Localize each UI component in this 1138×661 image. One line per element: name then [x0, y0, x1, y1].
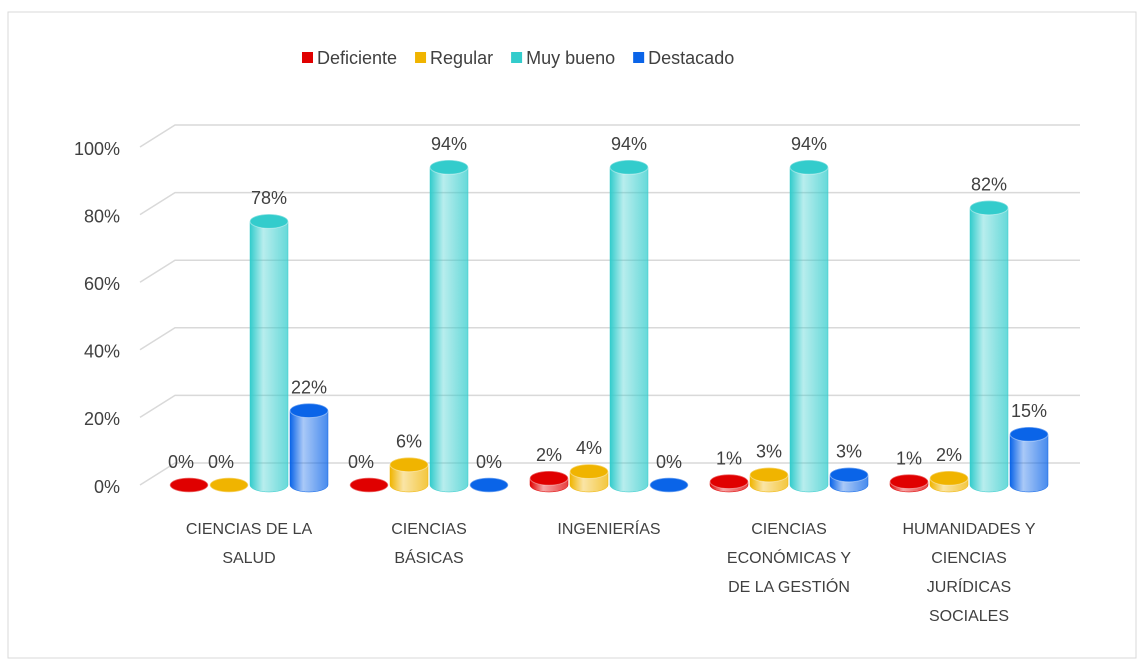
bar: [249, 214, 289, 493]
data-label: 6%: [396, 431, 422, 451]
legend-swatch: [633, 52, 645, 63]
bar-top: [209, 477, 249, 493]
x-tick-label-box: INGENIERÍAS: [557, 521, 661, 538]
x-tick-label-box: HUMANIDADES Y CIENCIAS JURÍDICAS SOCIALE…: [902, 521, 1036, 625]
data-label: 0%: [168, 452, 194, 472]
legend-label: Regular: [430, 48, 493, 68]
bar-top: [1009, 426, 1049, 442]
y-tick-label: 40%: [84, 342, 120, 362]
bar-top: [789, 159, 829, 175]
bar-top: [969, 200, 1009, 216]
legend-swatch: [415, 52, 427, 63]
legend-swatch: [302, 52, 313, 63]
bar-top: [249, 213, 289, 229]
x-tick-label: CIENCIAS ECONÓMICAS Y DE LA GESTIÓN: [726, 521, 852, 596]
bar: [429, 160, 469, 493]
bar-top: [569, 463, 609, 479]
data-label: 82%: [971, 175, 1007, 195]
data-label: 4%: [576, 438, 602, 458]
grid-line: [139, 394, 1080, 419]
bar-top: [649, 477, 689, 493]
data-label: 0%: [348, 452, 374, 472]
chart-frame: [7, 11, 1137, 659]
data-label: 3%: [756, 442, 782, 462]
data-label: 2%: [936, 445, 962, 465]
x-tick-label: CIENCIAS BÁSICAS: [391, 521, 467, 567]
bar-top: [929, 470, 969, 486]
legend-label: Destacado: [648, 48, 734, 68]
y-tick-label: 60%: [84, 274, 120, 294]
bar-top: [169, 477, 209, 493]
bar-top: [829, 467, 869, 483]
x-tick-label: CIENCIAS DE LA SALUD: [185, 521, 313, 567]
data-label: 1%: [896, 448, 922, 468]
data-label: 0%: [656, 452, 682, 472]
data-label: 1%: [716, 448, 742, 468]
bar-top: [349, 477, 389, 493]
bar-top: [289, 403, 329, 419]
y-tick-label: 20%: [84, 409, 120, 429]
x-tick-label-box: CIENCIAS ECONÓMICAS Y DE LA GESTIÓN: [726, 521, 852, 596]
data-label: 94%: [611, 134, 647, 154]
grid-line: [139, 124, 1080, 148]
legend-swatch: [511, 52, 523, 63]
bar-top: [469, 477, 509, 493]
y-tick-label: 80%: [84, 206, 120, 226]
legend-label: Deficiente: [317, 48, 397, 68]
legend-label: Muy bueno: [526, 48, 615, 68]
x-tick-label: HUMANIDADES Y CIENCIAS JURÍDICAS SOCIALE…: [902, 521, 1036, 625]
bar-top: [749, 467, 789, 483]
bar-top: [889, 474, 929, 490]
x-tick-label: INGENIERÍAS: [557, 521, 661, 538]
bar: [609, 160, 649, 493]
y-tick-label: 100%: [74, 139, 120, 159]
x-tick-label-box: CIENCIAS DE LA SALUD: [185, 521, 313, 567]
data-label: 15%: [1011, 401, 1047, 421]
grid-line: [139, 259, 1080, 283]
data-label: 0%: [208, 452, 234, 472]
grid-line: [139, 462, 1080, 486]
bar-top: [709, 474, 749, 490]
bar: [969, 200, 1009, 493]
bar: [789, 160, 829, 493]
grid-line: [139, 191, 1080, 216]
data-label: 0%: [476, 452, 502, 472]
data-label: 94%: [431, 134, 467, 154]
grid-line: [139, 327, 1080, 351]
bar-top: [529, 470, 569, 486]
bar-top: [389, 457, 429, 473]
data-label: 78%: [251, 188, 287, 208]
x-tick-label-box: CIENCIAS BÁSICAS: [391, 521, 467, 567]
bar-top: [609, 159, 649, 175]
y-tick-label: 0%: [94, 477, 120, 497]
data-label: 94%: [791, 134, 827, 154]
data-label: 3%: [836, 442, 862, 462]
data-label: 2%: [536, 445, 562, 465]
data-label: 22%: [291, 377, 327, 397]
bar-top: [429, 159, 469, 175]
